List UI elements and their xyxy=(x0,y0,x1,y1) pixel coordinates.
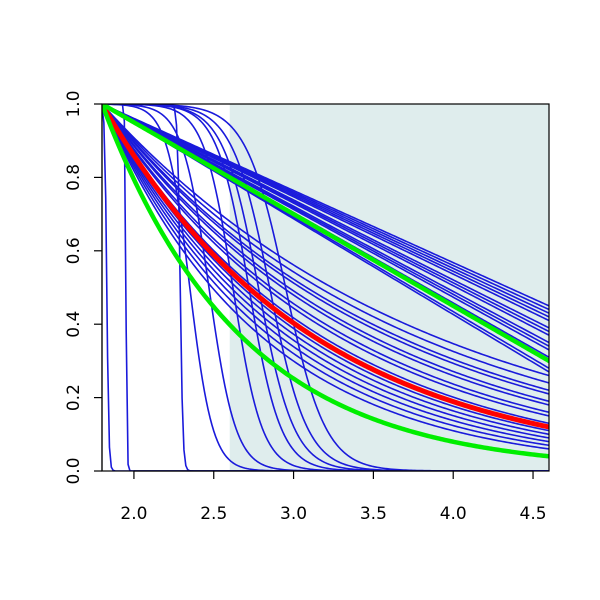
blue-step-curve-8 xyxy=(102,104,549,471)
x-tick-label: 3.0 xyxy=(280,504,307,524)
x-tick-label: 3.5 xyxy=(360,504,387,524)
blue-exponential-curve-15 xyxy=(102,104,549,447)
blue-exponential-curve-13 xyxy=(102,104,549,439)
blue-step-curve-6 xyxy=(102,104,549,471)
y-tick-label: 0.0 xyxy=(64,457,84,484)
x-axis: 2.0 2.5 3.0 3.5 4.0 4.5 xyxy=(120,470,547,524)
blue-exponential-curve-16 xyxy=(102,104,549,450)
blue-exponential-curve-3 xyxy=(102,104,549,392)
y-tick-label: 1.0 xyxy=(64,90,84,117)
x-tick-label: 2.0 xyxy=(120,504,147,524)
x-tick-label: 2.5 xyxy=(200,504,227,524)
blue-exponential-curve-8 xyxy=(102,104,549,417)
blue-step-curve-3 xyxy=(102,104,549,471)
blue-exponential-curve-2 xyxy=(102,104,549,384)
red-curve xyxy=(102,104,549,430)
green-curve-1 xyxy=(102,104,549,364)
blue-exponential-curve-1 xyxy=(102,104,549,377)
y-tick-label: 0.6 xyxy=(64,237,84,264)
green-curve-2 xyxy=(102,104,549,459)
x-tick-label: 4.5 xyxy=(520,504,547,524)
blue-exponential-curve-14 xyxy=(102,104,549,443)
x-tick-label: 4.0 xyxy=(440,504,467,524)
y-tick-label: 0.8 xyxy=(64,164,84,191)
y-tick-label: 0.4 xyxy=(64,311,84,338)
blue-step-curve-4 xyxy=(102,104,549,471)
blue-exponential-curve-7 xyxy=(102,104,549,414)
y-axis: 0.0 0.2 0.4 0.6 0.8 1.0 xyxy=(64,90,103,485)
curve-group xyxy=(102,104,549,471)
blue-exponential-curve-12 xyxy=(102,104,549,436)
y-tick-label: 0.2 xyxy=(64,384,84,411)
